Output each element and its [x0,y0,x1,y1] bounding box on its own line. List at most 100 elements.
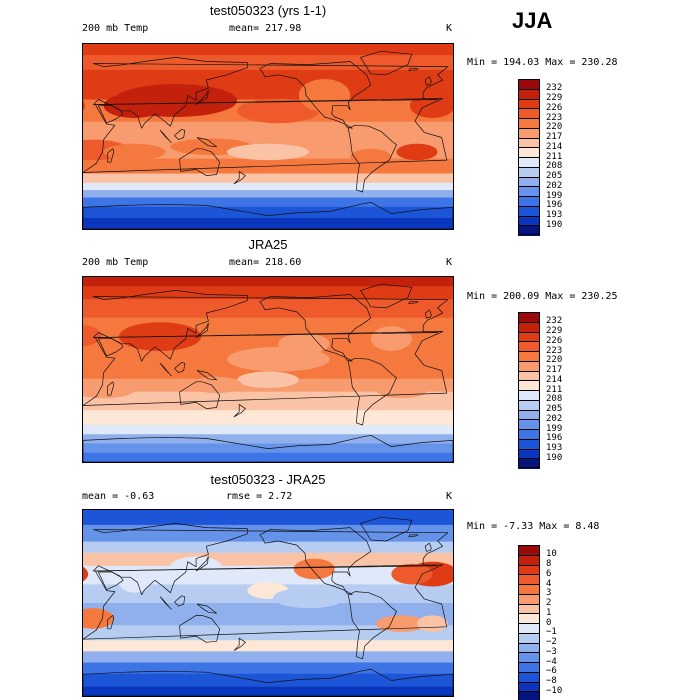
colorbar-tick-label: 196 [546,200,563,211]
colorbar-box [518,157,540,168]
colorbar-box [518,196,540,207]
colorbar-tick-label: 190 [546,219,563,230]
colorbar: 232 229 226 223 220 217 214 211 208 205 202 199 196 1… [518,79,562,236]
colorbar-tick-label: 0 [546,617,552,628]
contour-region [149,603,202,624]
coastline-antarctica [83,668,453,696]
coastline-namerica [259,294,372,362]
coastline-arabia [98,105,124,124]
coastline-newguinea [196,370,217,381]
coastline-uk [424,76,432,86]
coastline-japan [195,556,209,572]
coastline-sumatra [159,362,172,377]
contour-band [83,552,453,567]
contour-region [350,148,392,166]
units-label: K [446,491,453,502]
coastline-greenland [360,50,413,76]
coastline-uk [424,309,432,319]
coastline-nz [233,404,246,418]
colorbar-tick-label: 217 [546,132,563,142]
contour-band [83,44,453,56]
coastline-eurasia [92,523,449,596]
colorbar-tick-label: 3 [546,588,552,599]
panel-title: JRA25 [248,237,288,252]
contour-region [103,143,166,161]
contour-band [83,190,453,199]
colorbar-box [518,166,540,177]
colorbar-tick-label: 214 [546,141,563,152]
coastline-borneo [174,361,186,373]
contour-band [83,391,453,411]
coastline-antarctica [83,434,453,462]
colorbar-tick-label: 8 [546,559,552,569]
colorbar-tick-label: 229 [546,326,563,336]
colorbar-box [518,186,540,197]
map-panel [82,509,454,697]
colorbar-tick-label: 205 [546,171,563,181]
contour-region [391,563,433,585]
colorbar-tick-label: 202 [546,413,563,424]
contour-region [237,98,320,124]
coastline-greenland [360,283,413,309]
coastline-uk [424,542,432,552]
colorbar-box [518,603,540,614]
contour-band [83,286,453,300]
colorbar-box [518,341,540,352]
colorbar-box [518,331,540,342]
colorbar-box [518,564,540,575]
coastline-iceland [408,68,419,72]
coastline-namerica [259,61,372,129]
colorbar-box [518,370,540,381]
colorbar-box [518,118,540,129]
variable-label: 200 mb Temp [82,23,149,34]
coastline-sumatra [159,129,172,144]
season-label: JJA [512,8,553,33]
colorbar-box [518,681,540,692]
units-label: K [446,257,453,268]
colorbar-tick-label: 217 [546,365,563,375]
colorbar-tick-label: 232 [546,83,563,94]
colorbar-frame [518,79,540,235]
colorbar-box [518,623,540,634]
coastline-arabia [98,571,124,590]
contour-region [409,93,453,118]
colorbar-box [518,205,540,216]
coastline-antarctica [83,201,453,229]
contour-region [396,143,438,161]
coastline-eurasia [92,290,449,362]
colorbar-frame [518,545,540,700]
colorbar-tick-label: 6 [546,568,552,579]
colorbar-tick-label: 205 [546,404,563,414]
colorbar-box [518,574,540,585]
mean-label: mean = -0.63 [82,491,155,502]
contour-band [83,662,453,675]
colorbar-box [518,642,540,653]
map-panel [82,276,454,463]
contour-band [83,299,453,319]
colorbar-box [518,127,540,138]
colorbar-box [518,390,540,401]
coastline-madagascar [107,148,115,163]
coastline-eurasia [92,57,449,129]
contour-region [273,587,346,609]
colorbar: 232 229 226 223 220 217 214 211 208 205 202 199 196 1… [518,312,562,469]
contour-region [83,608,114,629]
colorbar-tick-label: 199 [546,423,563,434]
coastline-newguinea [196,603,217,614]
coastline-samerica [347,591,397,660]
contour-band [83,410,453,426]
contour-band [83,686,453,696]
colorbar-tick-label: 226 [546,335,563,346]
colorbar-tick-label: 220 [546,122,563,133]
contour-band [83,651,453,664]
colorbar-tick-label: −6 [546,666,557,677]
colorbar-tick-label: 193 [546,443,563,453]
contour-band [83,434,453,444]
colorbar-box [518,593,540,604]
colorbar-tick-label: −3 [546,646,557,657]
colorbar-tick-label: 211 [546,151,563,162]
contour-region [83,100,86,111]
colorbar-box [518,225,540,236]
coastline-greenland [360,516,413,542]
